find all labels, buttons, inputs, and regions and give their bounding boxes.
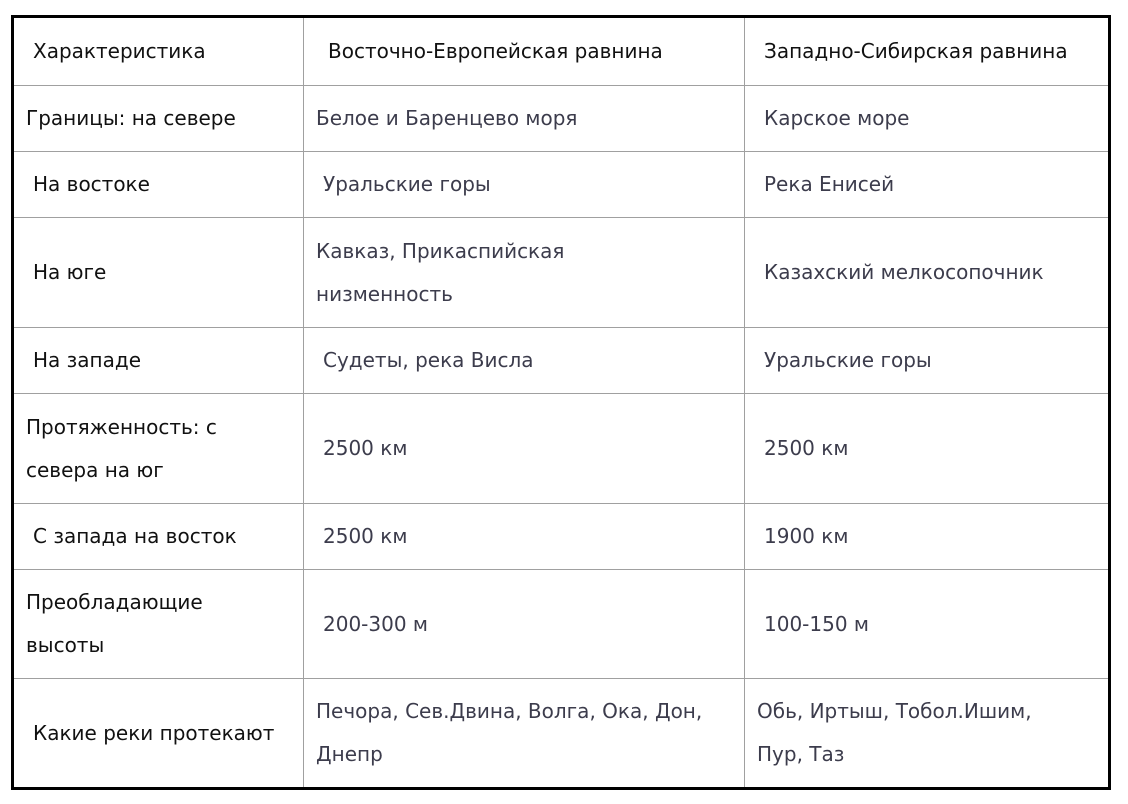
- table-cell: 2500 км: [303, 503, 745, 570]
- table-cell: Кавказ, Прикаспийская низменность: [303, 217, 745, 328]
- header-cell: Западно-Сибирская равнина: [744, 16, 1110, 86]
- table-cell: 2500 км: [744, 393, 1110, 504]
- header-cell: Характеристика: [12, 16, 304, 86]
- table-row: Протяженность: с севера на юг 2500 км 25…: [12, 393, 1110, 504]
- table-cell: 1900 км: [744, 503, 1110, 570]
- table-cell: На западе: [12, 327, 304, 394]
- table-cell: Печора, Сев.Двина, Волга, Ока, Дон, Днеп…: [303, 678, 745, 789]
- table-row: Преобладающие высоты 200-300 м 100-150 м: [12, 569, 1110, 679]
- table-cell: Река Енисей: [744, 151, 1110, 218]
- table-cell: Протяженность: с севера на юг: [12, 393, 304, 504]
- table-cell: Границы: на севере: [12, 85, 304, 152]
- table-cell: Уральские горы: [303, 151, 745, 218]
- table-cell: Карское море: [744, 85, 1110, 152]
- table-cell: Белое и Баренцево моря: [303, 85, 745, 152]
- table-cell: С запада на восток: [12, 503, 304, 570]
- table-cell: 200-300 м: [303, 569, 745, 679]
- table-cell: На юге: [12, 217, 304, 328]
- table-row: Границы: на севере Белое и Баренцево мор…: [12, 85, 1110, 152]
- table-row: На юге Кавказ, Прикаспийская низменность…: [12, 217, 1110, 328]
- table-cell: 2500 км: [303, 393, 745, 504]
- header-row: Характеристика Восточно-Европейская равн…: [12, 16, 1110, 86]
- table-cell: 100-150 м: [744, 569, 1110, 679]
- comparison-table: Характеристика Восточно-Европейская равн…: [11, 15, 1111, 790]
- table-cell: Обь, Иртыш, Тобол.Ишим, Пур, Таз: [744, 678, 1110, 789]
- table-cell: Судеты, река Висла: [303, 327, 745, 394]
- table-cell: Казахский мелкосопочник: [744, 217, 1110, 328]
- table-row: Какие реки протекают Печора, Сев.Двина, …: [12, 678, 1110, 789]
- table-cell: Преобладающие высоты: [12, 569, 304, 679]
- table-cell: Уральские горы: [744, 327, 1110, 394]
- table-row: На западе Судеты, река Висла Уральские г…: [12, 327, 1110, 394]
- table-cell: Какие реки протекают: [12, 678, 304, 789]
- table-row: На востоке Уральские горы Река Енисей: [12, 151, 1110, 218]
- table-row: С запада на восток 2500 км 1900 км: [12, 503, 1110, 570]
- header-cell: Восточно-Европейская равнина: [303, 16, 745, 86]
- table-cell: На востоке: [12, 151, 304, 218]
